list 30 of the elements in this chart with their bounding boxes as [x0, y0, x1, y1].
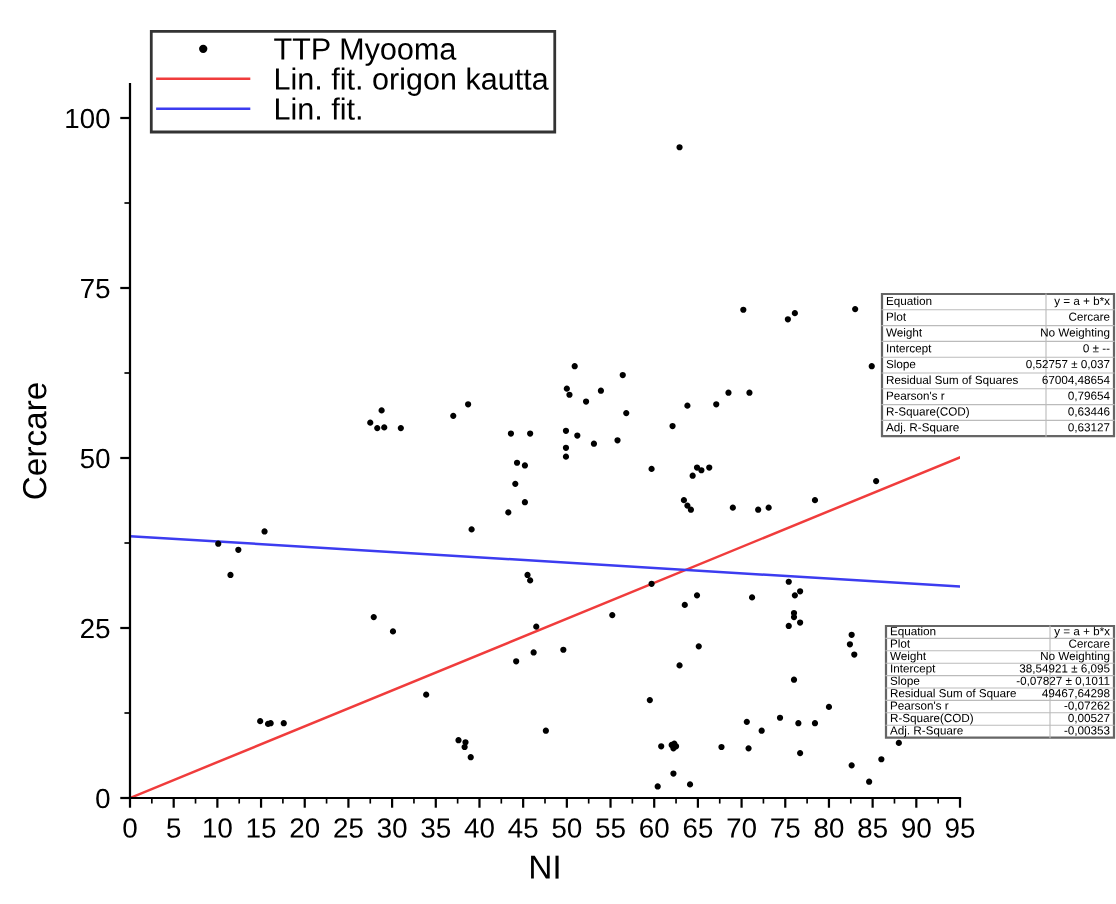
- x-tick-label: 85: [858, 818, 887, 838]
- y-tick-label: 25: [81, 618, 110, 639]
- x-tick-label: 5: [167, 818, 181, 838]
- x-tick-label: 45: [508, 818, 538, 838]
- x-tick-label: 50: [552, 818, 582, 838]
- x-tick-label: 70: [727, 818, 756, 838]
- legend-label: Lin. fit. origon kautta: [276, 67, 549, 96]
- x-tick-label: 40: [464, 818, 494, 838]
- x-tick-label: 95: [945, 818, 975, 838]
- x-axis-title: NI: [531, 855, 559, 879]
- x-tick-label: 60: [640, 818, 669, 838]
- legend-label: Lin. fit.: [276, 97, 361, 120]
- x-tick-label: 25: [334, 818, 363, 838]
- x-tick-label: 0: [123, 818, 137, 838]
- x-tick-label: 15: [247, 818, 276, 838]
- x-tick-label: 75: [771, 818, 800, 838]
- x-tick-label: 65: [683, 818, 713, 838]
- y-tick-label: 50: [80, 448, 110, 469]
- x-tick-label: 10: [204, 818, 232, 838]
- x-tick-label: 20: [290, 818, 320, 838]
- x-tick-label: 90: [902, 818, 931, 838]
- y-axis-title: Cercare: [22, 383, 47, 499]
- x-tick-label: 35: [421, 818, 451, 838]
- x-tick-label: 80: [814, 818, 844, 838]
- x-tick-label: 55: [596, 818, 625, 838]
- x-tick-label: 30: [377, 818, 407, 838]
- y-tick-label: 100: [66, 108, 110, 129]
- y-tick-label: 75: [81, 278, 110, 299]
- legend-label: TTP Myooma: [274, 38, 457, 66]
- y-tick-label: 0: [96, 788, 110, 809]
